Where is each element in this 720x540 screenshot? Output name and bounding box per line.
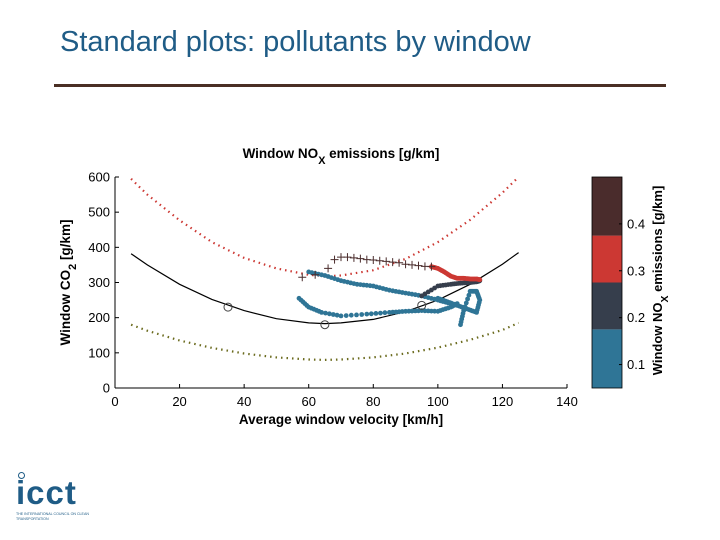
data-point [338,313,344,319]
data-point-plus [343,253,352,262]
data-point-plus [369,255,378,264]
colorbar: 0.1 0.2 0.3 0.4 Window NOX emissions [g/km] [591,176,671,389]
data-point [466,292,472,298]
data-point [465,296,470,302]
y-tick-label: 200 [88,310,110,325]
y-axis-label: Window CO2 [g/km] [58,220,79,346]
data-point [477,277,483,283]
colorbar-frame [591,176,623,389]
data-point-plus [324,264,333,273]
colorbar-tick-label: 0.4 [627,216,645,231]
data-point-plus [382,257,391,266]
x-tick-label: 100 [427,394,449,409]
y-tick-label: 0 [103,381,110,396]
data-point [458,322,463,328]
reference-curve-solid-1 [130,252,519,325]
data-point-plus [388,258,397,267]
data-point [368,311,374,317]
x-tick-label: 40 [237,394,251,409]
data-point [382,310,388,316]
data-point-plus [395,258,404,267]
colorbar-band-3 [592,235,622,283]
icct-logo: icct THE INTERNATIONAL COUNCIL ON CLEAN … [16,472,96,524]
title-divider [54,84,666,87]
colorbar-band-1 [592,329,622,388]
data-point [330,312,336,317]
data-point [359,312,365,317]
data-point-plus [298,273,307,282]
series-5 [429,264,483,283]
series-6 [298,253,436,282]
slide-title: Standard plots: pollutants by window [60,26,531,58]
reference-markers [223,300,427,330]
reference-point [417,300,427,310]
reference-point [320,320,330,330]
colorbar-band-4 [592,177,622,236]
axes: 0 20 40 60 80 100 120 140 0 100 200 300 400 500 600 Ave… [58,170,578,428]
data-points [296,253,483,328]
colorbar-label: Window NOX emissions [g/km] [650,186,671,376]
y-tick-label: 400 [88,240,110,255]
data-point-plus [401,260,410,269]
data-point [373,311,379,316]
y-tick-label: 100 [88,345,110,360]
data-point-plus [414,261,423,270]
data-point-plus [330,255,339,264]
colorbar-tick-label: 0.1 [627,357,645,372]
series-3 [435,288,483,328]
x-tick-label: 60 [301,394,315,409]
data-point [343,313,349,318]
data-point-plus [311,270,320,279]
colorbar-tick-label: 0.3 [627,263,645,278]
x-tick-label: 20 [172,394,186,409]
x-axis-label: Average window velocity [km/h] [239,412,443,427]
data-point [462,304,468,310]
y-tick-label: 500 [88,205,110,220]
colorbar-tick-label: 0.2 [627,310,645,325]
chart-title: Window NOX emissions [g/km] [243,146,440,167]
reference-curve-dotted-2 [130,176,520,278]
x-tick-label: 0 [111,394,118,409]
y-tick-label: 600 [88,170,110,185]
data-point [327,311,332,317]
logo-dot-icon [18,472,25,479]
data-point [467,288,473,294]
data-point [378,310,383,316]
data-point-plus [408,260,417,269]
data-point [348,312,354,318]
data-point [323,310,328,316]
data-point [334,312,340,318]
x-tick-label: 120 [492,394,514,409]
data-point [319,310,324,315]
logo-word: icct [16,474,77,511]
data-point [364,311,370,317]
logo-tagline: THE INTERNATIONAL COUNCIL ON CLEAN TRANS… [16,512,89,521]
data-point [463,300,469,306]
data-point-plus [356,254,365,263]
data-point-plus [427,262,436,271]
x-tick-label: 80 [366,394,380,409]
reference-point [223,302,233,312]
data-point-plus [375,256,384,265]
data-point [354,312,359,318]
x-tick-label: 140 [556,394,578,409]
reference-curves [130,176,520,362]
chart-title-text: Window NOX emissions [g/km] [243,146,440,167]
y-tick-label: 300 [88,275,110,290]
colorbar-band-2 [592,282,622,330]
data-point-plus [349,253,358,262]
